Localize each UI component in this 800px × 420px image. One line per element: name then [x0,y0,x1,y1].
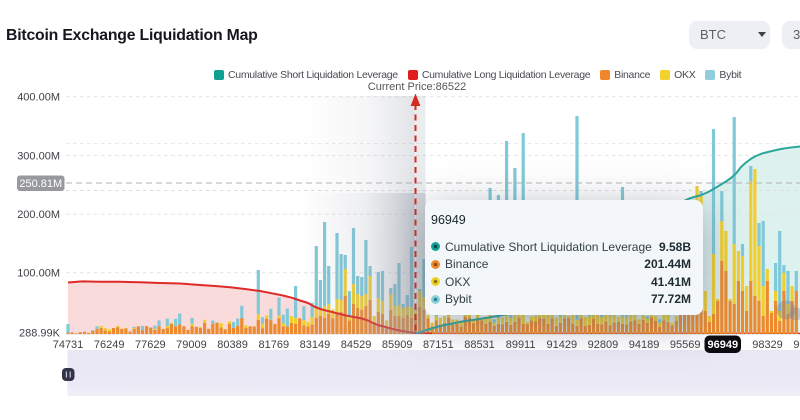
svg-text:96949: 96949 [708,339,739,351]
svg-text:76249: 76249 [94,339,125,351]
svg-text:288.99K: 288.99K [19,327,61,339]
svg-text:94189: 94189 [629,339,660,351]
svg-text:98329: 98329 [752,339,783,351]
svg-text:200.00M: 200.00M [17,209,60,221]
svg-text:100.00M: 100.00M [17,268,60,280]
svg-text:91429: 91429 [547,339,578,351]
svg-text:300.00M: 300.00M [17,150,60,162]
svg-text:95569: 95569 [670,339,701,351]
svg-text:84529: 84529 [341,339,372,351]
svg-text:85909: 85909 [382,339,413,351]
svg-text:88531: 88531 [464,339,495,351]
svg-text:250.81M: 250.81M [19,178,62,190]
svg-text:80389: 80389 [217,339,248,351]
svg-text:79009: 79009 [176,339,207,351]
svg-text:74731: 74731 [53,339,84,351]
svg-text:83149: 83149 [300,339,331,351]
svg-text:92809: 92809 [588,339,619,351]
svg-text:87151: 87151 [423,339,454,351]
svg-text:89911: 89911 [506,339,536,351]
svg-text:77629: 77629 [135,339,166,351]
svg-text:99709: 99709 [793,339,800,351]
svg-text:81769: 81769 [259,339,290,351]
svg-text:400.00M: 400.00M [17,92,60,104]
